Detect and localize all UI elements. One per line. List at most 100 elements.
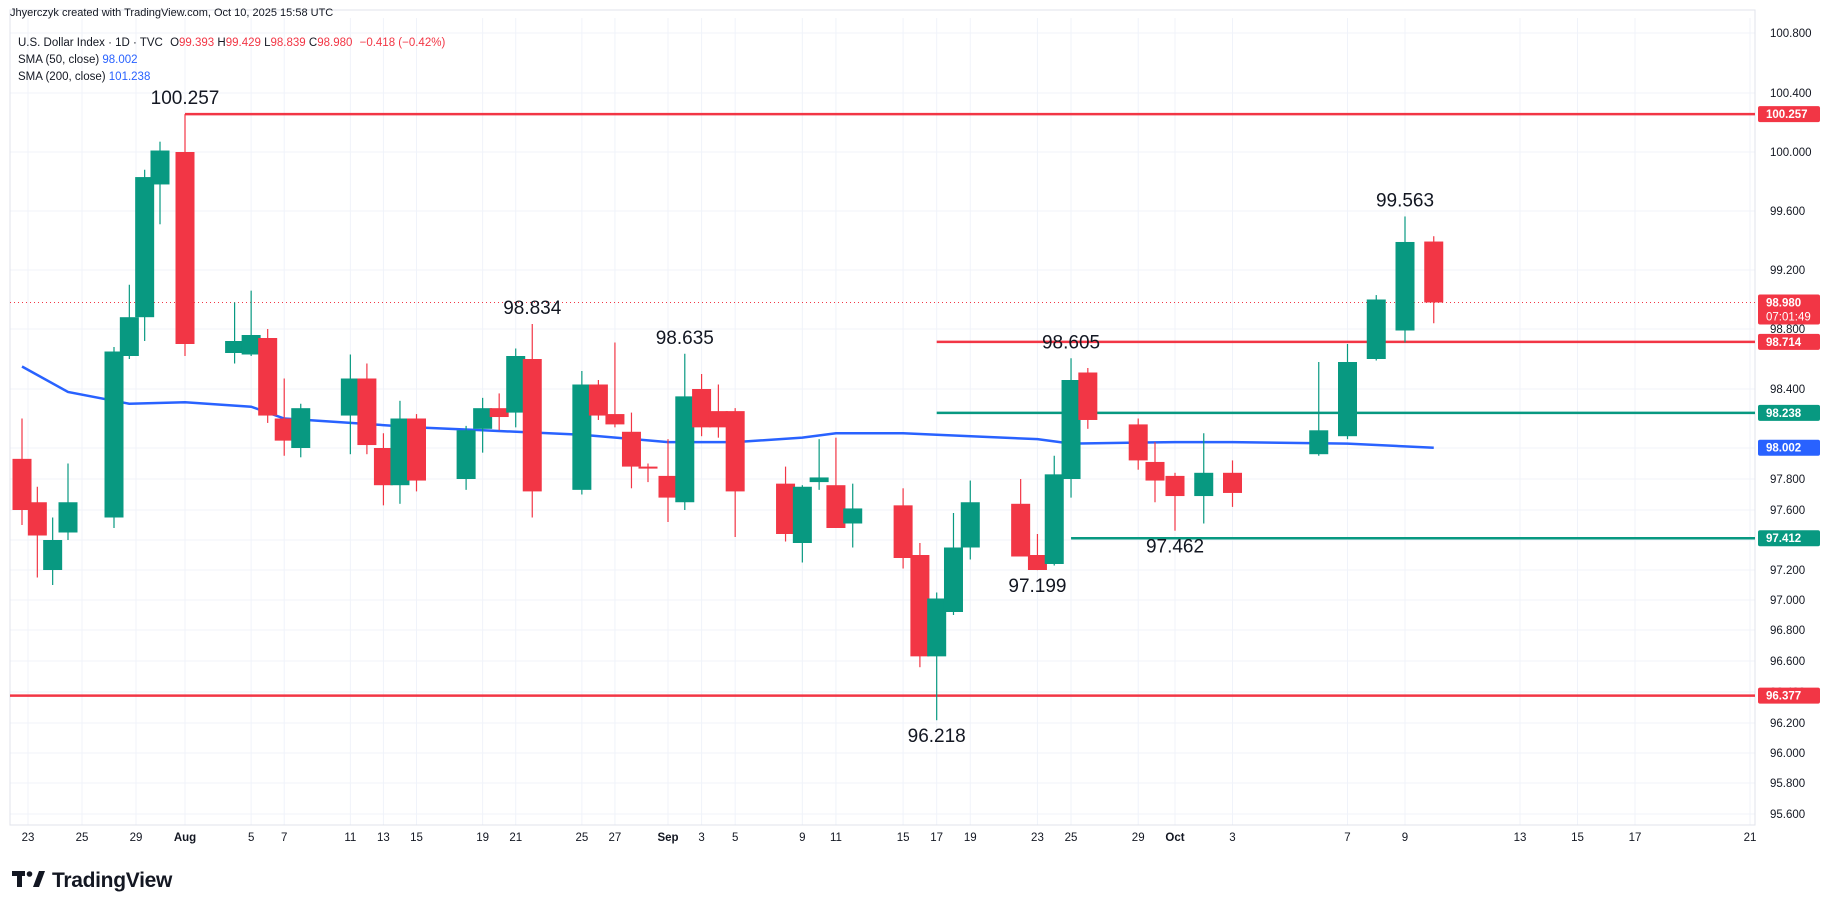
candle-body xyxy=(826,485,846,528)
candle-body xyxy=(572,384,592,490)
candle-body xyxy=(1027,555,1047,570)
time-axis-tick-label: 13 xyxy=(1514,832,1527,844)
level-axis-tag-label: 100.257 xyxy=(1766,109,1808,121)
candle-body xyxy=(104,351,124,518)
symbol-name[interactable]: U.S. Dollar Index · 1D · TVC xyxy=(18,37,163,49)
candle-body xyxy=(1309,430,1329,455)
candle-body xyxy=(1395,241,1415,331)
candle xyxy=(473,397,493,453)
price-annotation: 98.635 xyxy=(656,328,714,349)
price-axis-tick-label: 96.600 xyxy=(1770,656,1805,668)
candle-body xyxy=(675,396,695,503)
sma200-label: SMA (200, close) xyxy=(18,71,106,83)
chart-plot-area: 100.257 98.834 98.635 96.218 97.199 98.605 97.… xyxy=(9,9,1756,826)
level-axis-tag-bg xyxy=(1758,530,1820,547)
candle-body xyxy=(1338,362,1357,437)
candle xyxy=(373,433,393,506)
candle-body xyxy=(776,483,796,534)
candle xyxy=(225,302,245,364)
price-axis-tick-label: 96.000 xyxy=(1770,748,1805,760)
candle xyxy=(1128,418,1148,470)
candle-body xyxy=(473,408,493,429)
price-annotation: 99.563 xyxy=(1376,190,1434,211)
candle xyxy=(1424,236,1444,324)
candle xyxy=(1223,460,1242,507)
candle xyxy=(605,342,625,428)
candle-body xyxy=(135,177,155,318)
candle xyxy=(119,284,139,359)
candle-body xyxy=(708,411,728,428)
candle-body xyxy=(1165,475,1185,497)
candle-body xyxy=(456,430,476,479)
candle-body xyxy=(1078,372,1098,420)
chart-credit: Jhyerczyk created with TradingView.com, … xyxy=(10,7,334,19)
candle xyxy=(489,393,509,431)
level-axis-tag-label: 96.377 xyxy=(1766,691,1801,703)
price-axis-tick-label: 97.200 xyxy=(1770,565,1805,577)
candle-body xyxy=(506,356,526,413)
sma50-legend-row[interactable]: SMA (50, close) 98.002 xyxy=(18,52,445,69)
candle-body xyxy=(340,378,360,416)
candle-body xyxy=(119,317,139,356)
price-annotation: 97.199 xyxy=(1008,576,1066,597)
candle-body xyxy=(809,477,829,483)
time-axis-tick-label: 15 xyxy=(897,832,910,844)
candle xyxy=(893,488,913,569)
candle-body xyxy=(588,384,608,416)
candle xyxy=(725,408,745,537)
candle xyxy=(58,463,78,540)
candle-body xyxy=(175,152,195,344)
level-axis-tag-label: 98.714 xyxy=(1766,337,1802,349)
price-axis-tick-label: 97.600 xyxy=(1770,505,1805,517)
candle-body xyxy=(1366,299,1386,359)
price-axis-tick-label: 96.800 xyxy=(1770,625,1805,637)
level-axis-tag-bg xyxy=(1758,404,1820,421)
candle xyxy=(692,374,712,437)
time-axis-tick-label: 29 xyxy=(1132,832,1145,844)
candle xyxy=(1061,358,1081,498)
price-annotation: 98.834 xyxy=(503,298,562,319)
candle-body xyxy=(12,458,32,510)
time-axis-tick-label: 21 xyxy=(509,832,522,844)
candle xyxy=(43,517,63,585)
candle xyxy=(456,425,476,490)
time-axis-tick-label: 27 xyxy=(609,832,622,844)
sma200-value: 101.238 xyxy=(108,71,151,83)
sma50-axis-tag-label: 98.002 xyxy=(1766,443,1801,455)
time-axis-tick-label: 11 xyxy=(344,832,356,844)
candle-body xyxy=(1145,461,1165,481)
time-axis-tick-label: 19 xyxy=(476,832,489,844)
candle xyxy=(776,466,796,542)
candle xyxy=(357,363,377,455)
time-axis-tick-label: 23 xyxy=(22,832,35,844)
time-axis-tick-label: 13 xyxy=(377,832,390,844)
price-axis-tick-label: 100.800 xyxy=(1770,28,1812,40)
candle-body xyxy=(1011,503,1031,557)
sma50-line xyxy=(21,365,1434,449)
candle-body xyxy=(43,540,63,570)
price-axis-tick-label: 100.400 xyxy=(1770,88,1812,100)
time-axis-tick-label: Sep xyxy=(657,832,678,844)
time-axis-tick-label: 25 xyxy=(1065,832,1078,844)
price-axis: 100.800100.400100.00099.60099.20098.8009… xyxy=(1758,28,1820,821)
last-price-axis-tag-label: 98.980 xyxy=(1766,297,1801,309)
tradingview-brand[interactable]: TradingView xyxy=(12,866,172,896)
price-axis-tick-label: 97.800 xyxy=(1770,474,1805,486)
level-axis-tag-bg xyxy=(1758,333,1820,350)
level-axis-tag-label: 98.238 xyxy=(1766,408,1802,420)
price-annotation: 100.257 xyxy=(151,88,220,109)
candle xyxy=(843,483,863,548)
price-axis-tick-label: 96.200 xyxy=(1770,718,1805,730)
candle xyxy=(572,371,592,495)
symbol-legend-row[interactable]: U.S. Dollar Index · 1D · TVC O99.393 H99… xyxy=(18,35,445,52)
level-axis-tag-bg xyxy=(1758,106,1820,123)
candle-body xyxy=(960,502,980,548)
low-label: L xyxy=(264,37,271,49)
candle xyxy=(1078,368,1098,429)
sma200-legend-row[interactable]: SMA (200, close) 101.238 xyxy=(18,69,445,86)
candle xyxy=(638,463,658,483)
time-axis-tick-label: 21 xyxy=(1744,832,1757,844)
candle-body xyxy=(1223,472,1242,493)
grid-lines xyxy=(10,18,1755,825)
